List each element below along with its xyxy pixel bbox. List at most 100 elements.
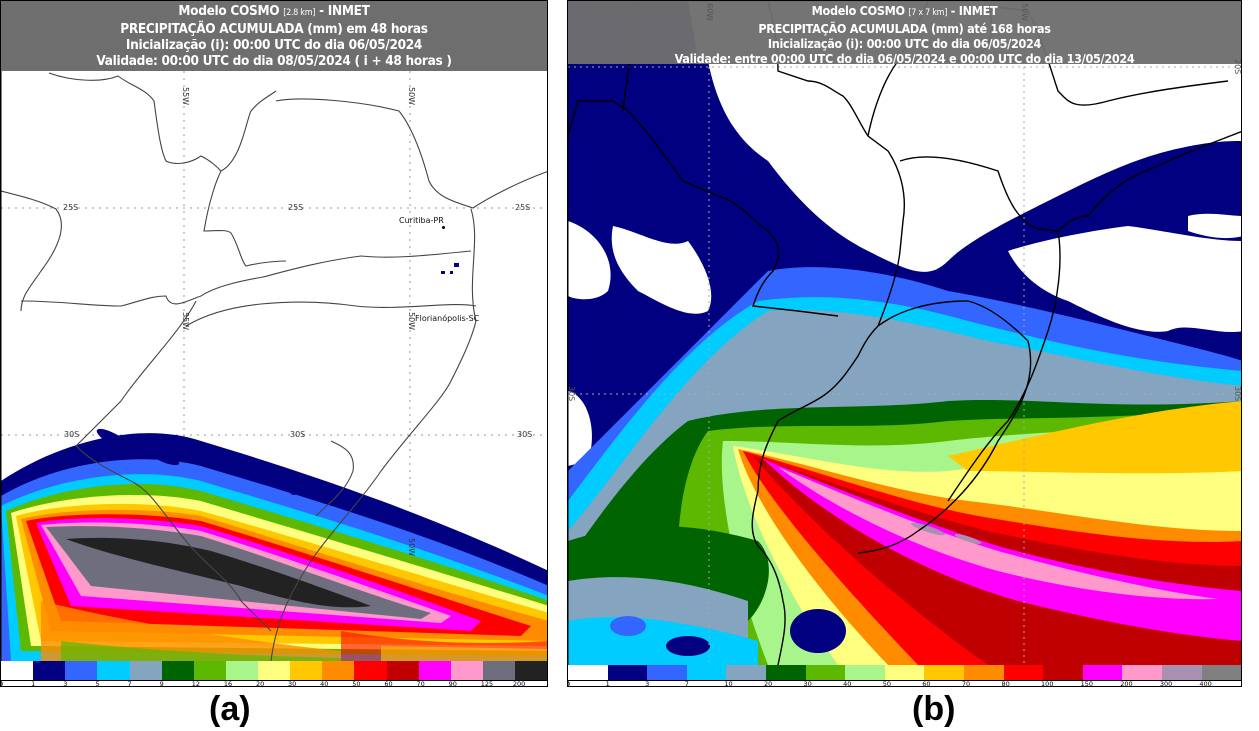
map-header-b: Modelo COSMO [7 x 7 km] - INMET PRECIPIT… xyxy=(568,1,1241,66)
grid-label-lat: 30S xyxy=(517,430,533,439)
validity-time-a: Validade: 00:00 UTC do dia 08/05/2024 ( … xyxy=(96,53,452,69)
legend-tick-label: 0 xyxy=(568,680,570,686)
legend-tick-label: 30 xyxy=(803,680,812,687)
grid-label-lat: 25S xyxy=(63,203,79,212)
model-resolution: [2.8 km] xyxy=(283,8,316,18)
legend-tick-label: 125 xyxy=(480,680,494,687)
legend-swatch xyxy=(161,661,194,680)
grid-label-lon: 55W xyxy=(181,312,190,331)
model-title-a: Modelo COSMO [2.8 km] - INMET xyxy=(1,3,547,21)
legend-swatch xyxy=(1003,665,1044,680)
legend-tick-label: 200 xyxy=(512,680,526,687)
legend-tick-label: 3 xyxy=(645,680,650,687)
panel-caption-b: (b) xyxy=(912,690,956,728)
legend-swatch xyxy=(568,665,608,680)
color-legend-b xyxy=(568,665,1241,680)
legend-tick-label: 3 xyxy=(63,680,68,687)
model-org: - INMET xyxy=(315,3,370,19)
grid-label-lat: 25S xyxy=(288,203,304,212)
legend-swatch xyxy=(450,661,483,680)
city-label-florianopolis: Florianópolis-SC xyxy=(415,314,480,323)
legend-tick-label: 50 xyxy=(882,680,891,687)
lat-lon-grid-b xyxy=(568,1,1241,665)
legend-tick-label: 7 xyxy=(127,680,132,687)
legend-swatch xyxy=(97,661,130,680)
grid-label-lon: 55W xyxy=(181,87,190,106)
grid-label-lat: 30S xyxy=(567,386,576,402)
grid-label-lat: 30S xyxy=(290,430,306,439)
legend-tick-label: 5 xyxy=(95,680,100,687)
legend-tick-label: 40 xyxy=(843,680,852,687)
grid-label-lat: 20S xyxy=(1233,59,1242,75)
model-resolution: [7 x 7 km] xyxy=(908,8,948,18)
city-label-curitiba: Curitiba-PR xyxy=(399,216,444,225)
legend-swatch xyxy=(1082,665,1123,680)
legend-swatch xyxy=(845,665,885,680)
grid-label-lon: 50W xyxy=(1020,3,1029,22)
precipitation-field-a xyxy=(1,263,547,661)
precipitation-field-b xyxy=(568,1,1241,665)
legend-tick-label: 300 xyxy=(1159,680,1173,687)
legend-swatch xyxy=(418,661,451,680)
legend-tick-label: 70 xyxy=(416,680,425,687)
legend-tick-label: 70 xyxy=(961,680,971,687)
legend-swatch xyxy=(924,665,964,680)
legend-swatch xyxy=(482,661,515,680)
legend-tick-label: 30 xyxy=(288,680,297,687)
legend-swatch xyxy=(33,661,66,680)
legend-swatch xyxy=(963,665,1004,680)
legend-swatch xyxy=(686,665,727,680)
color-legend-ticks-a: 0 1 3 5 7 9 12 16 20 30 40 50 60 70 90 125 200 xyxy=(1,680,547,687)
legend-swatch xyxy=(1122,665,1162,680)
legend-swatch xyxy=(765,665,806,680)
city-marker-curitiba xyxy=(442,226,445,229)
legend-swatch xyxy=(129,661,162,680)
legend-tick-label: 100 xyxy=(1041,680,1054,687)
legend-swatch xyxy=(290,661,323,680)
legend-tick-label: 90 xyxy=(448,680,457,687)
legend-swatch xyxy=(1,661,34,680)
legend-swatch xyxy=(884,665,925,680)
model-title-b: Modelo COSMO [7 x 7 km] - INMET xyxy=(568,3,1241,21)
validity-time-b: Validade: entre 00:00 UTC do dia 06/05/2… xyxy=(674,51,1135,66)
legend-swatch xyxy=(386,661,419,680)
map-panel-b: Modelo COSMO [7 x 7 km] - INMET PRECIPIT… xyxy=(567,0,1242,687)
legend-swatch xyxy=(225,661,258,680)
grid-label-lat: 30S xyxy=(64,430,80,439)
legend-tick-label: 50 xyxy=(352,680,361,687)
initialization-time-a: Inicialização (i): 00:00 UTC do dia 06/0… xyxy=(125,37,423,53)
legend-tick-label: 12 xyxy=(191,680,200,687)
legend-tick-label: 200 xyxy=(1120,680,1133,687)
legend-tick-label: 7 xyxy=(684,680,689,687)
legend-tick-label: 60 xyxy=(384,680,393,687)
product-title-a: PRECIPITAÇÃO ACUMULADA (mm) em 48 horas xyxy=(120,21,428,37)
legend-swatch xyxy=(322,661,355,680)
legend-tick-label: 10 xyxy=(724,680,733,687)
initialization-time-b: Inicialização (i): 00:00 UTC do dia 06/0… xyxy=(767,36,1042,51)
map-header-a: Modelo COSMO [2.8 km] - INMET PRECIPITAÇ… xyxy=(1,1,547,71)
legend-tick-label: 9 xyxy=(159,680,164,687)
color-legend-ticks-b: 0 1 3 7 10 20 30 40 50 60 70 80 100 150 200 300 400 xyxy=(568,680,1241,687)
legend-swatch xyxy=(647,665,687,680)
legend-swatch xyxy=(193,661,226,680)
grid-label-lon: 50W xyxy=(407,87,416,106)
legend-tick-label: 80 xyxy=(1001,680,1010,687)
legend-tick-label: 60 xyxy=(922,680,931,687)
legend-swatch xyxy=(258,661,291,680)
legend-swatch xyxy=(1161,665,1202,680)
legend-swatch xyxy=(1043,665,1083,680)
grid-label-lat: 30S xyxy=(1233,386,1242,402)
color-legend-a xyxy=(1,661,547,680)
legend-tick-label: 16 xyxy=(223,680,233,687)
legend-swatch xyxy=(354,661,387,680)
grid-label-lon: 60W xyxy=(705,3,714,22)
panel-caption-a: (a) xyxy=(209,690,251,728)
legend-tick-label: 150 xyxy=(1080,680,1094,687)
precipitation-map-a xyxy=(1,1,547,686)
legend-tick-label: 1 xyxy=(605,680,610,687)
legend-swatch xyxy=(515,661,547,680)
legend-swatch xyxy=(607,665,648,680)
legend-swatch xyxy=(65,661,98,680)
legend-tick-label: 1 xyxy=(31,680,36,687)
legend-tick-label: 400 xyxy=(1199,680,1212,687)
